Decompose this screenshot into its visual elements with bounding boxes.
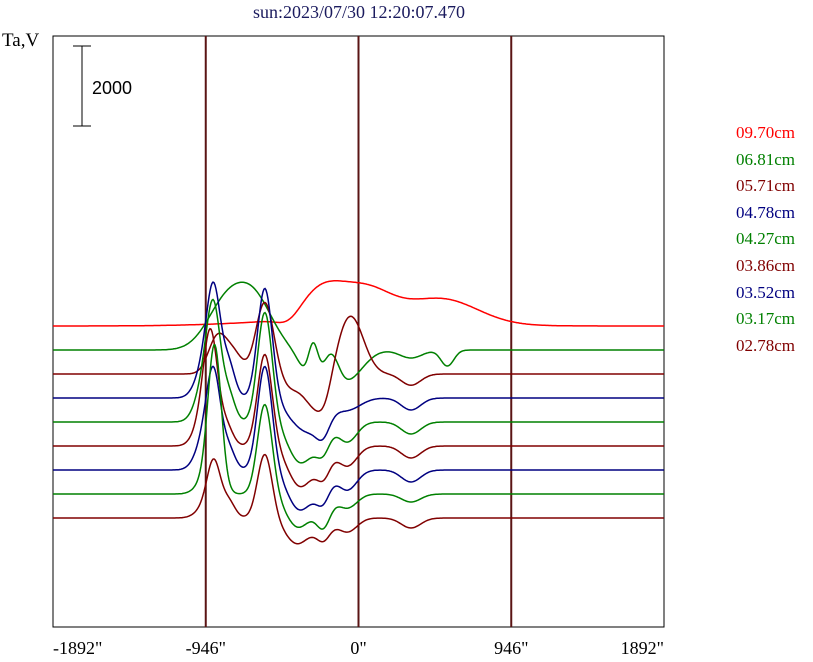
legend: 09.70cm 06.81cm 05.71cm 04.78cm 04.27cm 03.86…: [736, 120, 813, 359]
x-tick-label: 0": [350, 638, 366, 658]
chart-title: sun:2023/07/30 12:20:07.470: [252, 2, 465, 22]
series-line-03.17cm: [53, 343, 664, 530]
series-line-04.27cm: [53, 298, 664, 464]
legend-item: 03.86cm: [736, 255, 796, 275]
legend-item: 02.78cm: [736, 335, 796, 355]
x-tick-label: 946": [494, 638, 528, 658]
legend-item: 05.71cm: [736, 176, 796, 196]
series-line-03.52cm: [53, 365, 664, 511]
legend-item: 06.81cm: [736, 149, 796, 169]
series-line-04.78cm: [53, 281, 664, 442]
legend-item: 09.70cm: [736, 123, 796, 142]
y-axis-label: Ta,V: [2, 30, 40, 51]
x-tick-label: 1892": [621, 638, 664, 658]
scale-bar-label: 2000: [92, 78, 132, 98]
legend-item: 04.78cm: [736, 202, 796, 222]
series-line-05.71cm: [53, 301, 664, 412]
series-line-03.86cm: [53, 327, 664, 488]
series-line-09.70cm: [53, 280, 664, 327]
x-tick-label: -946": [186, 638, 226, 658]
legend-item: 04.27cm: [736, 229, 796, 249]
series-line-02.78cm: [53, 453, 664, 545]
series-line-06.81cm: [53, 281, 664, 381]
legend-item: 03.52cm: [736, 282, 796, 302]
legend-item: 03.17cm: [736, 309, 796, 329]
x-tick-label: -1892": [53, 638, 102, 658]
